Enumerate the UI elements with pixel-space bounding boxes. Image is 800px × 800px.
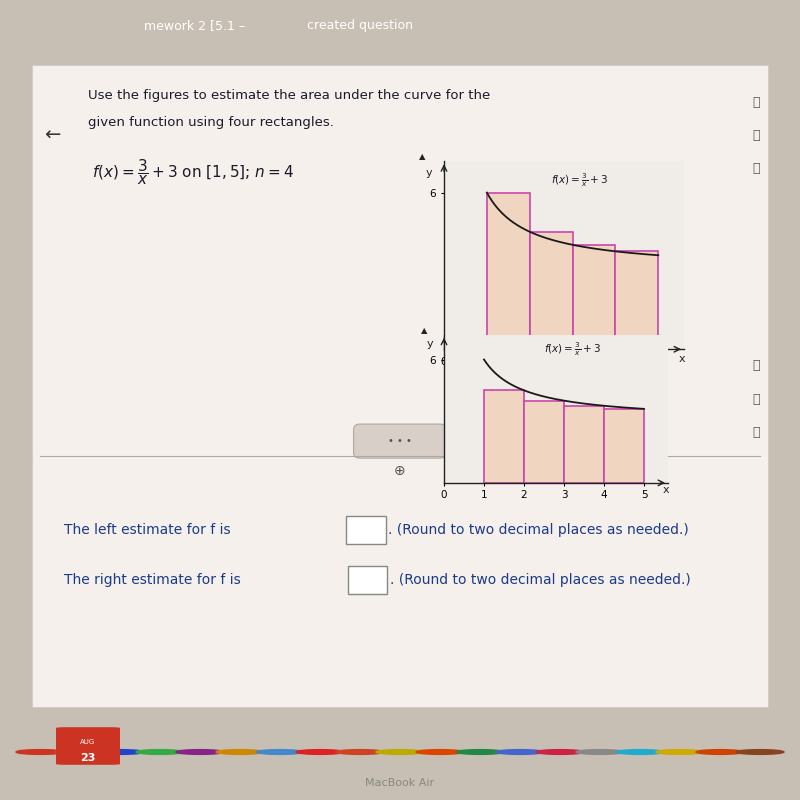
FancyBboxPatch shape — [32, 66, 768, 706]
Text: $f(x)=\frac{3}{x}+3$: $f(x)=\frac{3}{x}+3$ — [551, 172, 608, 190]
Text: $f(x)=\frac{3}{x}+3$: $f(x)=\frac{3}{x}+3$ — [544, 341, 601, 358]
Circle shape — [736, 750, 784, 754]
Circle shape — [536, 750, 584, 754]
Text: 23: 23 — [80, 754, 96, 763]
Text: 🔍: 🔍 — [752, 129, 760, 142]
Bar — [484, 390, 524, 483]
Circle shape — [56, 750, 104, 754]
Circle shape — [256, 750, 304, 754]
Text: ⬜: ⬜ — [752, 162, 760, 175]
Circle shape — [216, 750, 264, 754]
Text: MacBook Air: MacBook Air — [366, 778, 434, 788]
Circle shape — [456, 750, 504, 754]
Text: . (Round to two decimal places as needed.): . (Round to two decimal places as needed… — [388, 523, 689, 538]
Text: . (Round to two decimal places as needed.): . (Round to two decimal places as needed… — [390, 574, 690, 587]
Bar — [573, 245, 615, 350]
Text: ▲: ▲ — [421, 326, 427, 335]
Circle shape — [376, 750, 424, 754]
Circle shape — [496, 750, 544, 754]
Bar — [524, 401, 564, 483]
FancyBboxPatch shape — [348, 566, 387, 594]
Circle shape — [16, 750, 64, 754]
Text: 🔍: 🔍 — [752, 393, 760, 406]
Circle shape — [576, 750, 624, 754]
Circle shape — [416, 750, 464, 754]
Text: mework 2 [5.1 –: mework 2 [5.1 – — [144, 19, 245, 33]
Bar — [615, 251, 658, 350]
Bar — [487, 193, 530, 350]
Circle shape — [336, 750, 384, 754]
Text: x: x — [678, 354, 685, 364]
Circle shape — [296, 750, 344, 754]
Text: ⬜: ⬜ — [752, 426, 760, 439]
Bar — [564, 406, 604, 483]
Circle shape — [136, 750, 184, 754]
Text: The left estimate for f is: The left estimate for f is — [64, 522, 230, 537]
Circle shape — [656, 750, 704, 754]
Text: y: y — [426, 338, 434, 349]
Text: 🔍: 🔍 — [752, 359, 760, 373]
Text: given function using four rectangles.: given function using four rectangles. — [88, 116, 334, 129]
Bar — [604, 409, 644, 483]
Circle shape — [176, 750, 224, 754]
Circle shape — [96, 750, 144, 754]
Text: Use the figures to estimate the area under the curve for the: Use the figures to estimate the area und… — [88, 89, 490, 102]
Text: AUG: AUG — [80, 739, 96, 746]
Circle shape — [696, 750, 744, 754]
Text: 🔍: 🔍 — [752, 96, 760, 109]
Text: The right estimate for f is: The right estimate for f is — [64, 573, 241, 586]
FancyBboxPatch shape — [354, 424, 446, 458]
FancyBboxPatch shape — [56, 727, 120, 765]
Text: $f(x) = \dfrac{3}{x} + 3$ on $[1,5]$; $n = 4$: $f(x) = \dfrac{3}{x} + 3$ on $[1,5]$; $n… — [92, 158, 294, 187]
Text: • • •: • • • — [388, 437, 412, 446]
Text: ←: ← — [44, 126, 60, 145]
FancyBboxPatch shape — [346, 516, 386, 544]
Text: x: x — [662, 485, 670, 495]
Text: created question: created question — [307, 19, 413, 33]
Text: ⊕: ⊕ — [394, 464, 406, 478]
Bar — [530, 232, 573, 350]
Text: ▲: ▲ — [419, 152, 426, 162]
Text: y: y — [426, 168, 432, 178]
Circle shape — [616, 750, 664, 754]
